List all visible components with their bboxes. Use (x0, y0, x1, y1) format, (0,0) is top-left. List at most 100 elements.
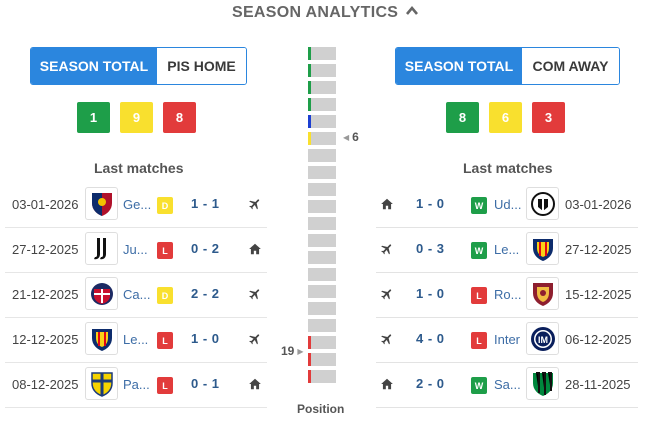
zone-marker (308, 353, 311, 366)
match-result-badge: L (471, 332, 487, 349)
home-icon (380, 197, 394, 211)
team-logo[interactable] (85, 367, 118, 400)
match-row[interactable]: 08-12-2025 Pa... L 0 - 1 (5, 363, 267, 408)
match-row[interactable]: 06-12-2025 IM Inter L 4 - 0 (376, 318, 638, 363)
plane-icon (248, 332, 262, 346)
opponent-team-name[interactable]: Ge... (123, 197, 151, 212)
match-row[interactable]: 21-12-2025 Ca... D 2 - 2 (5, 273, 267, 318)
position-bar (308, 302, 336, 315)
team-logo[interactable] (526, 232, 559, 265)
tab-season-total-away[interactable]: SEASON TOTAL (396, 48, 522, 84)
match-result-badge: W (471, 242, 487, 259)
match-score[interactable]: 0 - 1 (191, 376, 220, 391)
opponent-team-name[interactable]: Pa... (123, 377, 150, 392)
position-bar (308, 370, 336, 383)
position-bar (308, 217, 336, 230)
plane-icon (380, 332, 394, 346)
match-row[interactable]: 27-12-2025 Ju... L 0 - 2 (5, 228, 267, 273)
opponent-team-name[interactable]: Ju... (123, 242, 148, 257)
match-row[interactable]: 12-12-2025 Le... L 1 - 0 (5, 318, 267, 363)
match-row[interactable]: 27-12-2025 Le... W 0 - 3 (376, 228, 638, 273)
zone-marker (308, 115, 311, 128)
home-icon (248, 242, 262, 256)
position-bar (308, 132, 336, 145)
position-bar (308, 268, 336, 281)
match-score[interactable]: 0 - 3 (416, 241, 445, 256)
position-bar (308, 285, 336, 298)
tab-pis-home[interactable]: PIS HOME (157, 48, 246, 84)
home-position-value: 19 (281, 344, 295, 358)
match-score[interactable]: 0 - 2 (191, 241, 220, 256)
home-wins-count: 1 (77, 102, 110, 133)
match-score[interactable]: 1 - 0 (416, 286, 445, 301)
plane-icon (380, 242, 394, 256)
position-bar (308, 251, 336, 264)
home-position-marker: 19 ▶ (281, 344, 307, 358)
home-tabs: SEASON TOTAL PIS HOME (30, 47, 247, 85)
match-date: 27-12-2025 (12, 242, 79, 257)
position-bar (308, 81, 336, 94)
position-bar (308, 98, 336, 111)
match-row[interactable]: 03-01-2026 Ge... D 1 - 1 (5, 183, 267, 228)
away-draws-count: 6 (489, 102, 522, 133)
home-result-counts: 1 9 8 (77, 102, 196, 133)
zone-marker (308, 183, 311, 196)
home-losses-count: 8 (163, 102, 196, 133)
plane-icon (380, 287, 394, 301)
svg-text:IM: IM (538, 335, 548, 345)
position-bar (308, 336, 336, 349)
match-date: 08-12-2025 (12, 377, 79, 392)
opponent-team-name[interactable]: Sa... (494, 377, 521, 392)
away-losses-count: 3 (532, 102, 565, 133)
tab-season-total-home[interactable]: SEASON TOTAL (31, 48, 157, 84)
zone-marker (308, 268, 311, 281)
opponent-team-name[interactable]: Le... (123, 332, 149, 347)
team-logo[interactable]: IM (526, 322, 559, 355)
plane-icon (248, 287, 262, 301)
away-tabs: SEASON TOTAL COM AWAY (395, 47, 620, 85)
match-row[interactable]: 15-12-2025 Ro... L 1 - 0 (376, 273, 638, 318)
match-date: 21-12-2025 (12, 287, 79, 302)
team-logo[interactable] (85, 187, 118, 220)
zone-marker (308, 166, 311, 179)
season-analytics-header[interactable]: SEASON ANALYTICS (0, 4, 651, 22)
opponent-team-name[interactable]: Ro... (494, 287, 522, 302)
match-score[interactable]: 2 - 2 (191, 286, 220, 301)
away-position-marker: ◀ 6 (340, 130, 359, 144)
match-score[interactable]: 1 - 0 (416, 196, 445, 211)
team-logo[interactable] (85, 232, 118, 265)
zone-marker (308, 47, 311, 60)
match-score[interactable]: 2 - 0 (416, 376, 445, 391)
away-last-matches-title: Last matches (463, 160, 553, 176)
match-score[interactable]: 1 - 1 (191, 196, 220, 211)
opponent-team-name[interactable]: Inter (494, 332, 521, 347)
match-score[interactable]: 4 - 0 (416, 331, 445, 346)
match-row[interactable]: 03-01-2026 Ud... W 1 - 0 (376, 183, 638, 228)
chevron-up-icon[interactable] (405, 4, 419, 18)
opponent-team-name[interactable]: Ud... (494, 197, 522, 212)
match-score[interactable]: 1 - 0 (191, 331, 220, 346)
section-title: SEASON ANALYTICS (231, 4, 399, 21)
match-result-badge: L (157, 377, 173, 394)
match-row[interactable]: 28-11-2025 Sa... W 2 - 0 (376, 363, 638, 408)
match-date: 03-01-2026 (565, 197, 632, 212)
zone-marker (308, 285, 311, 298)
team-logo[interactable] (526, 277, 559, 310)
zone-marker (308, 251, 311, 264)
position-bar (308, 64, 336, 77)
home-draws-count: 9 (120, 102, 153, 133)
away-result-counts: 8 6 3 (446, 102, 565, 133)
opponent-team-name[interactable]: Le... (494, 242, 520, 257)
team-logo[interactable] (85, 277, 118, 310)
tab-com-away[interactable]: COM AWAY (522, 48, 619, 84)
match-date: 27-12-2025 (565, 242, 632, 257)
match-date: 06-12-2025 (565, 332, 632, 347)
team-logo[interactable] (526, 187, 559, 220)
opponent-team-name[interactable]: Ca... (123, 287, 151, 302)
team-logo[interactable] (526, 367, 559, 400)
position-bar (308, 149, 336, 162)
match-result-badge: L (157, 242, 173, 259)
position-bar (308, 200, 336, 213)
team-logo[interactable] (85, 322, 118, 355)
zone-marker (308, 98, 311, 111)
